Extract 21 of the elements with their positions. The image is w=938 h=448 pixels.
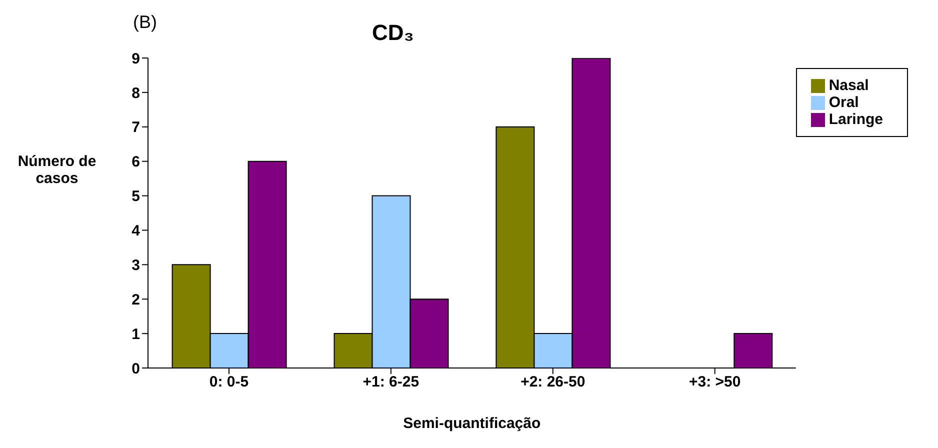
y-axis-title: Número de casos [16,153,98,187]
y-tick-label: 7 [132,119,140,136]
y-tick-label: 8 [132,84,140,102]
x-tick-label: +3: >50 [688,374,741,391]
chart-title: CD₃ [372,20,414,45]
y-tick-label: 9 [132,50,140,68]
y-tick-label: 4 [132,222,141,240]
y-tick-label: 0 [132,360,140,378]
legend-label: Nasal [828,77,869,94]
y-tick-label: 1 [132,326,140,343]
text: (B) [133,12,157,33]
legend-label: Laringe [828,111,883,128]
legend-label: Oral [828,94,859,111]
x-axis-title: Semi-quantificação [403,415,541,432]
x-tick-label: +1: 6-25 [362,374,420,391]
y-tick-label: 3 [132,256,140,274]
y-tick-label: 2 [132,291,140,308]
y-tick-label: 6 [132,154,140,171]
y-tick-label: 5 [132,188,140,206]
x-tick-label: 0: 0-5 [209,374,249,391]
x-tick-label: +2: 26-50 [520,374,586,391]
